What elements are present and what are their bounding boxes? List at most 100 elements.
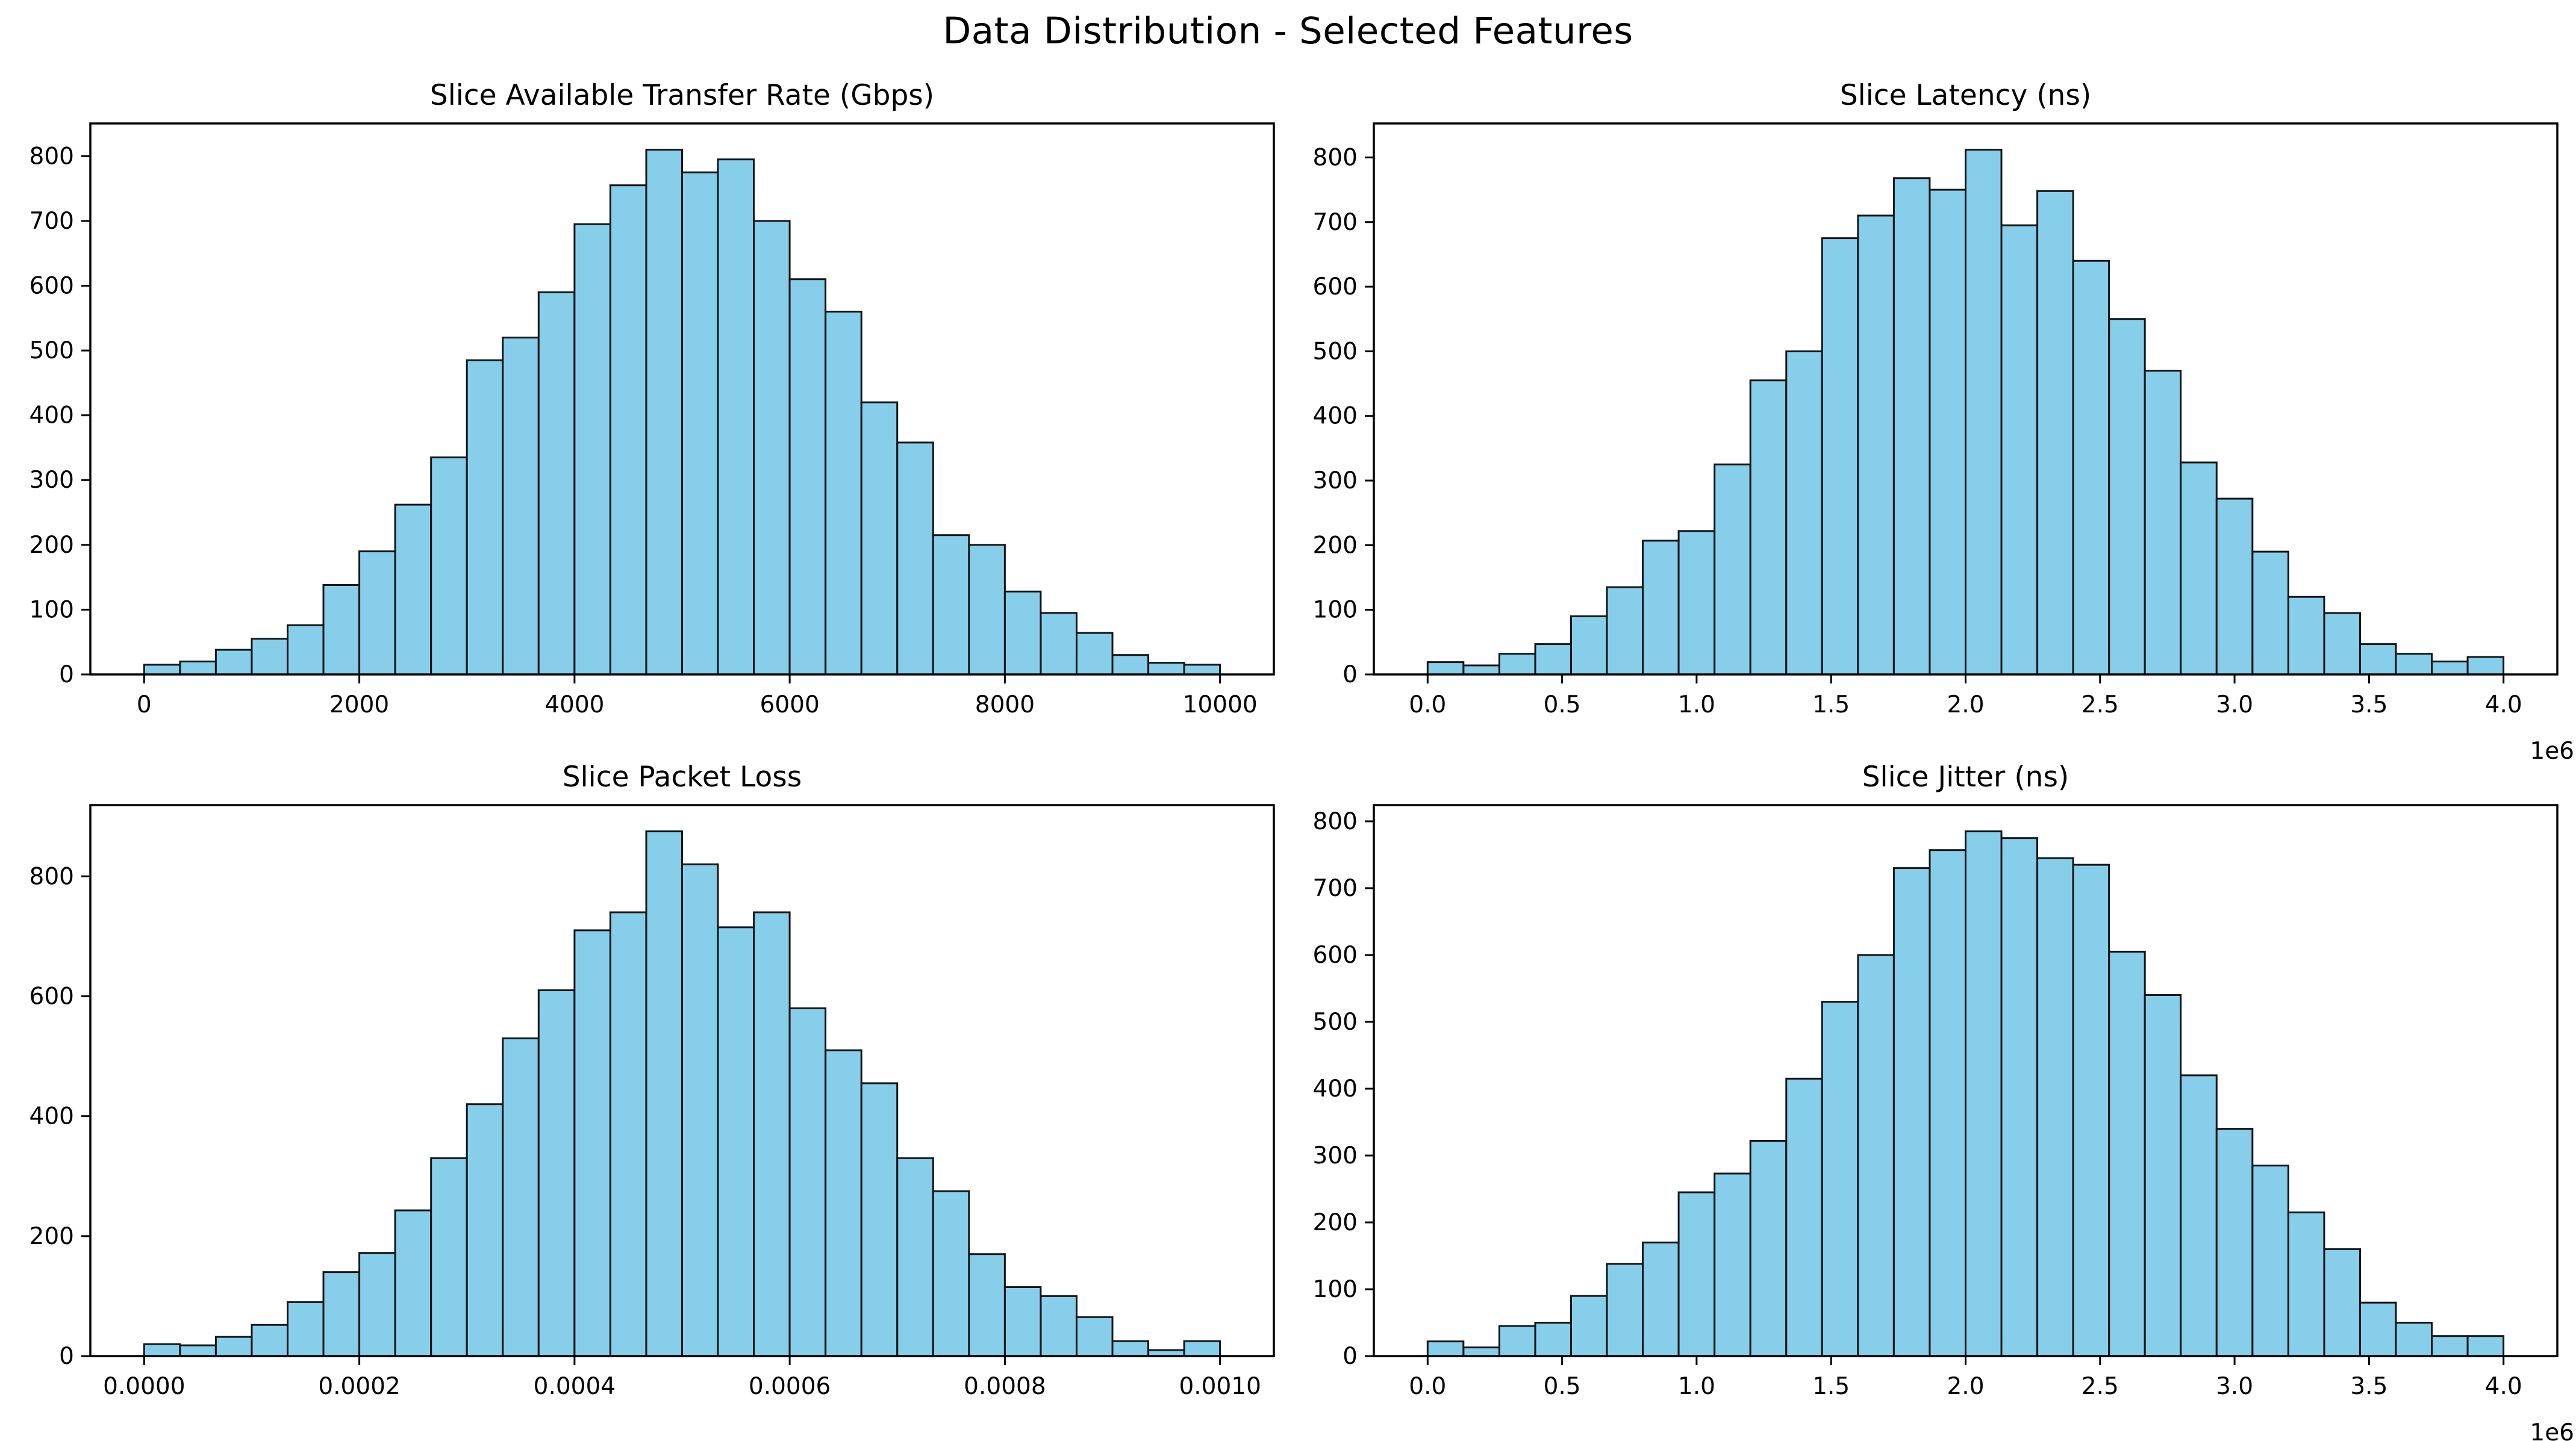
x-tick-label: 3.5 — [2350, 1373, 2387, 1400]
x-tick-label: 0.0008 — [964, 1373, 1046, 1400]
histogram-bar — [358, 1252, 396, 1357]
y-tick-label: 600 — [30, 272, 74, 299]
histogram-bar — [1003, 1286, 1042, 1357]
histogram-bar — [1892, 177, 1931, 676]
histogram-bar — [1534, 643, 1572, 676]
y-tick-label: 600 — [1313, 942, 1358, 969]
histogram-bar — [860, 401, 899, 676]
histogram-bar — [645, 830, 683, 1357]
x-tick-label: 1.5 — [1812, 691, 1850, 718]
histogram-bar — [1426, 1340, 1465, 1357]
histogram-bar — [1462, 1346, 1500, 1357]
histogram-bar — [1534, 1322, 1572, 1357]
y-tick-label: 400 — [1313, 1075, 1358, 1103]
figure-suptitle: Data Distribution - Selected Features — [943, 10, 1633, 52]
histogram-bar — [2108, 318, 2146, 676]
histogram-bar — [1892, 867, 1931, 1357]
histogram-bar — [1570, 1295, 1608, 1357]
histogram-bar — [143, 1343, 181, 1357]
histogram-bar — [214, 649, 253, 676]
histogram-bar — [825, 1049, 862, 1357]
y-tick-label: 300 — [1313, 1142, 1358, 1169]
x-tick-label: 4.0 — [2485, 1373, 2522, 1400]
histogram-bar — [1821, 1001, 1859, 1357]
y-tick-label: 400 — [30, 1103, 74, 1130]
histogram-bar — [1965, 149, 2003, 676]
histogram-bar — [1857, 214, 1895, 676]
histogram-bar — [1147, 662, 1185, 676]
x-tick-label: 3.0 — [2216, 691, 2253, 718]
x-tick-label: 1.0 — [1678, 1373, 1715, 1400]
y-tick-label: 200 — [1313, 1209, 1358, 1236]
histogram-bar — [1606, 586, 1644, 676]
x-tick-label: 0.5 — [1544, 1373, 1581, 1400]
histogram-bar — [932, 1190, 970, 1357]
histogram-bar — [287, 1301, 325, 1357]
histogram-bar — [2466, 1335, 2505, 1357]
y-tick-label: 0 — [1343, 661, 1358, 688]
histogram-bar — [2180, 1074, 2218, 1357]
histogram-bar — [2144, 994, 2182, 1357]
histogram-bar — [1498, 1325, 1536, 1357]
y-tick-label: 800 — [1313, 808, 1358, 835]
histogram-bar — [430, 1157, 468, 1357]
histogram-bar — [502, 337, 540, 676]
histogram-bar — [466, 1103, 504, 1357]
histogram-bar — [2036, 190, 2074, 676]
x-tick-label: 8000 — [975, 691, 1035, 718]
histogram-bar — [860, 1082, 899, 1357]
histogram-bar — [537, 291, 576, 676]
histogram-bar — [1857, 954, 1895, 1357]
histogram-bar — [968, 544, 1006, 676]
histogram-bar — [2144, 370, 2182, 676]
histogram-bar — [430, 456, 468, 676]
histogram-bar — [896, 441, 934, 676]
x-tick-label: 0.0002 — [318, 1373, 400, 1400]
histogram-bar — [1677, 530, 1716, 676]
histogram-bar — [179, 661, 217, 676]
y-tick-label: 700 — [30, 208, 74, 235]
x-axis-offset-label: 1e6 — [2530, 738, 2574, 765]
x-tick-label: 0.0004 — [534, 1373, 616, 1400]
histogram-bar — [358, 550, 396, 676]
histogram-bar — [1965, 830, 2003, 1357]
axes-spines — [89, 804, 1275, 1357]
x-tick-label: 0.0000 — [103, 1373, 185, 1400]
y-tick-label: 200 — [30, 1223, 74, 1250]
histogram-bar — [896, 1157, 934, 1357]
histogram-packet-loss: 0.0000 0.0002 0.0004 0.0006 0.0008 0.0010 0 200… — [30, 804, 1275, 1400]
histogram-bar — [2215, 1128, 2254, 1357]
histogram-bar — [573, 929, 611, 1357]
x-tick-label: 0.0 — [1409, 1373, 1446, 1400]
y-tick-label: 500 — [30, 337, 74, 364]
subplot-title-latency: Slice Latency (ns) — [1839, 79, 2092, 112]
histogram-bar — [1749, 1140, 1788, 1357]
subplot-title-transfer-rate: Slice Available Transfer Rate (Gbps) — [429, 79, 935, 112]
histogram-bar — [1040, 612, 1077, 676]
histogram-bar — [932, 534, 970, 676]
histogram-bar — [2395, 1322, 2433, 1357]
histogram-bar — [1462, 664, 1500, 676]
histogram-bar — [1642, 1241, 1680, 1357]
x-tick-label: 1.5 — [1812, 1373, 1850, 1400]
x-tick-label: 2.5 — [2082, 691, 2119, 718]
histogram-bar — [2287, 1211, 2325, 1357]
histogram-bar — [1076, 1316, 1114, 1357]
histogram-bar — [2251, 550, 2289, 676]
histogram-bar — [1111, 654, 1149, 676]
histogram-bar — [1606, 1263, 1644, 1357]
histogram-bar — [2287, 596, 2325, 676]
histogram-jitter: 0.0 0.5 1.0 1.5 2.0 2.5 3.0 3.5 4.0 0 100 200 300 400… — [1313, 804, 2574, 1441]
axes-spines — [89, 122, 1275, 676]
histogram-bar — [322, 1271, 360, 1357]
histogram-bar — [1785, 1077, 1823, 1357]
histogram-bar — [1111, 1340, 1149, 1357]
x-tick-label: 0.0006 — [749, 1373, 831, 1400]
y-tick-label: 400 — [30, 402, 74, 429]
histogram-bar — [825, 311, 862, 676]
x-tick-label: 4.0 — [2485, 691, 2522, 718]
y-tick-label: 200 — [1313, 532, 1358, 559]
histogram-bar — [788, 278, 827, 676]
y-tick-label: 800 — [1313, 144, 1358, 171]
